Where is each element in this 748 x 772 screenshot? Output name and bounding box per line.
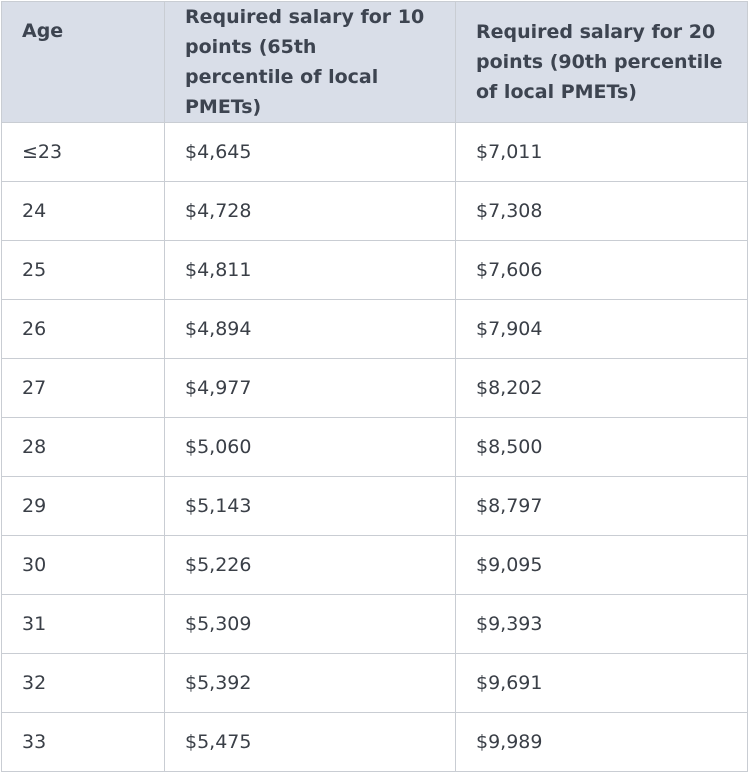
- table-header: Age Required salary for 10 points (65th …: [1, 1, 748, 123]
- table-row: 29 $5,143 $8,797: [1, 476, 748, 536]
- cell-salary-10: $5,226: [164, 535, 456, 595]
- cell-salary-20: $7,011: [455, 122, 748, 182]
- cell-salary-20: $7,308: [455, 181, 748, 241]
- header-row: Age Required salary for 10 points (65th …: [1, 1, 748, 123]
- cell-salary-20: $8,797: [455, 476, 748, 536]
- cell-salary-10: $4,977: [164, 358, 456, 418]
- cell-salary-20: $7,904: [455, 299, 748, 359]
- cell-age: 24: [1, 181, 165, 241]
- cell-age: 33: [1, 712, 165, 772]
- cell-age: 31: [1, 594, 165, 654]
- cell-age: 29: [1, 476, 165, 536]
- cell-salary-10: $5,309: [164, 594, 456, 654]
- cell-salary-20: $9,691: [455, 653, 748, 713]
- table-row: 30 $5,226 $9,095: [1, 535, 748, 595]
- cell-salary-10: $5,143: [164, 476, 456, 536]
- cell-age: 32: [1, 653, 165, 713]
- cell-salary-10: $4,645: [164, 122, 456, 182]
- cell-salary-10: $5,060: [164, 417, 456, 477]
- table-row: 32 $5,392 $9,691: [1, 653, 748, 713]
- header-salary-10-points: Required salary for 10 points (65th perc…: [164, 1, 456, 123]
- table-row: 25 $4,811 $7,606: [1, 240, 748, 300]
- table-row: 33 $5,475 $9,989: [1, 712, 748, 772]
- table-row: 31 $5,309 $9,393: [1, 594, 748, 654]
- cell-salary-20: $9,989: [455, 712, 748, 772]
- cell-salary-10: $4,894: [164, 299, 456, 359]
- table-row: 26 $4,894 $7,904: [1, 299, 748, 359]
- cell-age: 28: [1, 417, 165, 477]
- cell-salary-10: $4,728: [164, 181, 456, 241]
- cell-age: 30: [1, 535, 165, 595]
- cell-salary-20: $9,393: [455, 594, 748, 654]
- cell-salary-10: $5,475: [164, 712, 456, 772]
- table-body: ≤23 $4,645 $7,011 24 $4,728 $7,308 25 $4…: [1, 122, 748, 772]
- header-salary-20-points: Required salary for 20 points (90th perc…: [455, 1, 748, 123]
- cell-salary-20: $8,500: [455, 417, 748, 477]
- cell-age: 27: [1, 358, 165, 418]
- cell-salary-20: $7,606: [455, 240, 748, 300]
- cell-salary-10: $5,392: [164, 653, 456, 713]
- cell-salary-20: $9,095: [455, 535, 748, 595]
- header-age: Age: [1, 1, 165, 123]
- table-row: 28 $5,060 $8,500: [1, 417, 748, 477]
- cell-age: ≤23: [1, 122, 165, 182]
- table-row: 24 $4,728 $7,308: [1, 181, 748, 241]
- cell-age: 26: [1, 299, 165, 359]
- table-row: ≤23 $4,645 $7,011: [1, 122, 748, 182]
- cell-age: 25: [1, 240, 165, 300]
- cell-salary-10: $4,811: [164, 240, 456, 300]
- cell-salary-20: $8,202: [455, 358, 748, 418]
- table-row: 27 $4,977 $8,202: [1, 358, 748, 418]
